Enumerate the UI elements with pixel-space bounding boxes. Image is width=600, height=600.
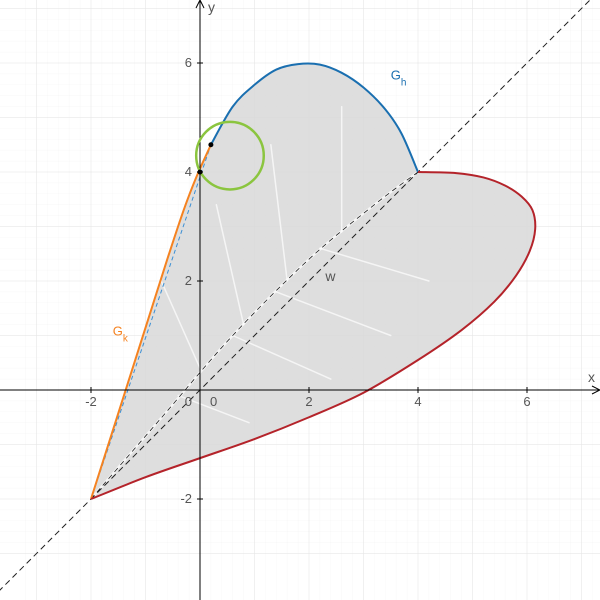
x-tick-label: 2 <box>305 394 312 409</box>
y-tick-label: 2 <box>185 273 192 288</box>
x-axis-label: x <box>588 369 595 385</box>
plot-svg: w-2246-224600xyGhGk <box>0 0 600 600</box>
x-tick-label: 6 <box>523 394 530 409</box>
y-tick-label: 6 <box>185 55 192 70</box>
x-tick-label: -2 <box>85 394 97 409</box>
origin-label: 0 <box>210 394 217 409</box>
x-tick-label: 4 <box>414 394 421 409</box>
marked-point <box>198 170 203 175</box>
math-plot: w-2246-224600xyGhGk <box>0 0 600 600</box>
y-tick-label: 4 <box>185 164 192 179</box>
y-tick-label: -2 <box>180 491 192 506</box>
diagonal-label: w <box>324 268 336 284</box>
svg-text:0: 0 <box>185 394 192 409</box>
y-axis-label: y <box>208 0 215 15</box>
marked-point <box>208 142 213 147</box>
